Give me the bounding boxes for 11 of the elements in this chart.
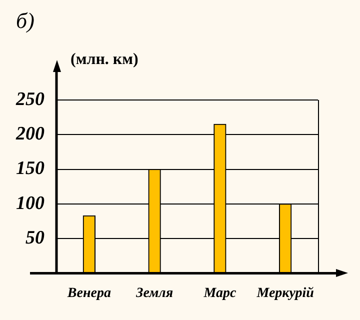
chart-title: б) bbox=[16, 8, 34, 33]
x-tick-label: Венера bbox=[66, 286, 111, 302]
y-tick-label: 250 bbox=[15, 88, 45, 110]
x-tick-label: Марс bbox=[202, 286, 237, 302]
y-tick-label: 100 bbox=[16, 192, 45, 214]
x-tick-label: Земля bbox=[135, 286, 174, 302]
y-tick-label: 50 bbox=[26, 227, 45, 248]
y-tick-label: 150 bbox=[16, 158, 45, 180]
x-tick-label: Меркурій bbox=[256, 286, 314, 302]
y-tick-label: 200 bbox=[15, 124, 45, 145]
y-axis-title: (млн. км) bbox=[70, 51, 138, 68]
